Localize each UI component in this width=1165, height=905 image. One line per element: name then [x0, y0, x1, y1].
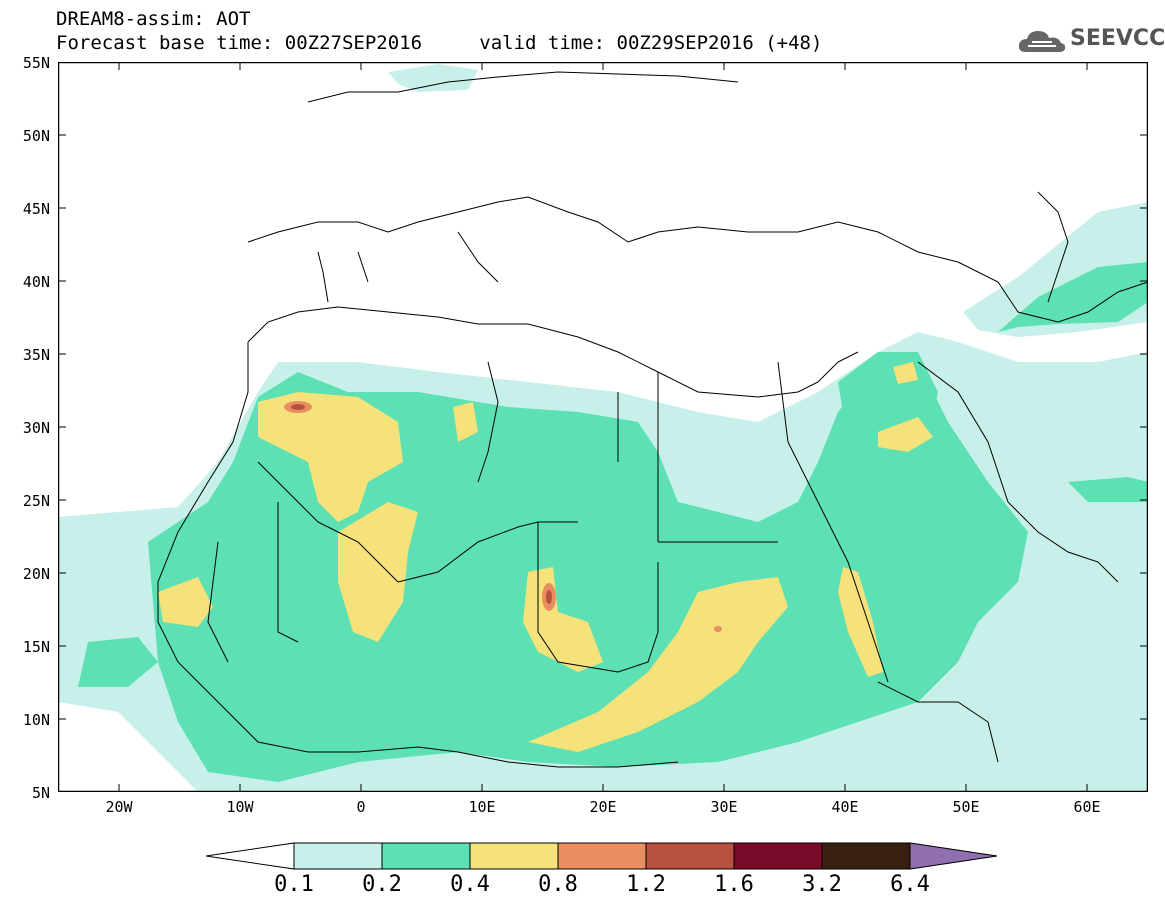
colorbar-label-0-8: 0.8: [538, 872, 578, 897]
colorbar-swatch-3: [469, 842, 559, 870]
lon-label-40e: 40E: [831, 798, 859, 816]
colorbar-swatch-1: [293, 842, 383, 870]
colorbar-label-3-2: 3.2: [802, 872, 842, 897]
colorbar-label-6-4: 6.4: [890, 872, 930, 897]
colorbar-label-1-6: 1.6: [714, 872, 754, 897]
lat-label-5n: 5N: [31, 784, 50, 802]
coastlines: [157, 71, 1148, 768]
lon-label-50e: 50E: [952, 798, 980, 816]
lat-label-25n: 25N: [22, 492, 50, 510]
lat-label-45n: 45N: [22, 200, 50, 218]
aot-band-peak: [284, 401, 722, 632]
colorbar: [206, 842, 998, 870]
colorbar-swatch-6: [733, 842, 823, 870]
valid-time: valid time: 00Z29SEP2016 (+48): [479, 32, 823, 54]
lat-label-40n: 40N: [22, 273, 50, 291]
lat-label-10n: 10N: [22, 711, 50, 729]
base-time: Forecast base time: 00Z27SEP2016: [56, 32, 423, 54]
colorbar-label-0-2: 0.2: [362, 872, 402, 897]
colorbar-label-0-4: 0.4: [450, 872, 490, 897]
lat-label-35n: 35N: [22, 346, 50, 364]
colorbar-swatch-2: [381, 842, 471, 870]
colorbar-swatch-5: [645, 842, 735, 870]
lat-label-55n: 55N: [22, 54, 50, 72]
seevccc-logo: SEEVCCC: [1016, 24, 1165, 58]
colorbar-high-arrow: [909, 842, 998, 870]
cloud-icon: [1018, 31, 1066, 52]
lat-label-20n: 20N: [22, 565, 50, 583]
lon-label-0: 0: [356, 798, 366, 816]
map-ticks: [58, 62, 1148, 792]
lat-label-15n: 15N: [22, 638, 50, 656]
colorbar-label-0-1: 0.1: [274, 872, 314, 897]
colorbar-swatch-7: [821, 842, 911, 870]
lon-label-20e: 20E: [589, 798, 617, 816]
colorbar-low-arrow: [206, 842, 295, 870]
lon-label-20w: 20W: [105, 798, 133, 816]
lon-label-60e: 60E: [1073, 798, 1101, 816]
lat-label-50n: 50N: [22, 127, 50, 145]
aot-map: [58, 62, 1148, 792]
lat-label-30n: 30N: [22, 419, 50, 437]
lon-label-30e: 30E: [710, 798, 738, 816]
colorbar-swatch-4: [557, 842, 647, 870]
lon-label-10w: 10W: [226, 798, 254, 816]
map-title: DREAM8-assim: AOT: [56, 8, 251, 30]
map-subtitle: Forecast base time: 00Z27SEP2016 valid t…: [56, 32, 822, 54]
colorbar-label-1-2: 1.2: [626, 872, 666, 897]
lon-label-10e: 10E: [468, 798, 496, 816]
logo-text: SEEVCCC: [1070, 26, 1165, 51]
